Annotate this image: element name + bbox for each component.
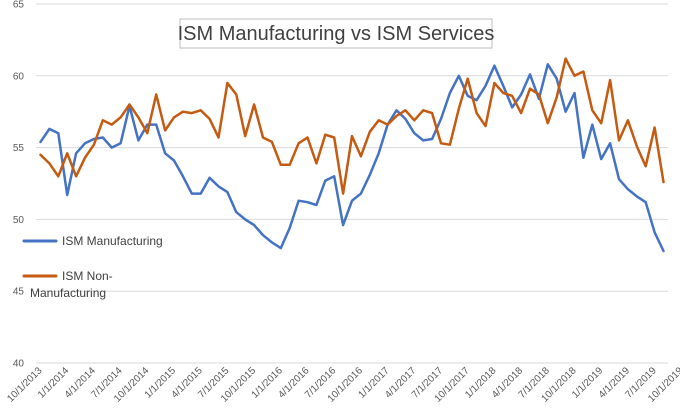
y-tick-label: 45 bbox=[13, 287, 25, 298]
y-axis-ticks: 40 45 50 55 60 65 bbox=[13, 0, 25, 370]
y-tick-label: 60 bbox=[13, 71, 25, 82]
legend-label-ism-non-manufacturing: ISM Non- Manufacturing bbox=[30, 269, 113, 300]
legend-label-line: ISM Non- bbox=[62, 269, 113, 283]
y-tick-label: 55 bbox=[13, 143, 25, 154]
legend: ISM Manufacturing ISM Non- Manufacturing bbox=[22, 234, 163, 300]
grid-lines bbox=[36, 3, 668, 364]
y-tick-label: 50 bbox=[13, 215, 25, 226]
legend-label-ism-manufacturing: ISM Manufacturing bbox=[62, 234, 163, 248]
y-tick-label: 40 bbox=[13, 359, 25, 370]
series-lines bbox=[39, 57, 665, 253]
series-line-ism-non-manufacturing bbox=[39, 57, 665, 195]
chart-title-box bbox=[179, 18, 493, 49]
chart-title-text: ISM Manufacturing vs ISM Services bbox=[178, 23, 495, 45]
y-tick-label: 65 bbox=[13, 0, 25, 11]
legend-label-line: Manufacturing bbox=[30, 286, 106, 300]
chart-title: ISM Manufacturing vs ISM Services bbox=[178, 18, 495, 49]
